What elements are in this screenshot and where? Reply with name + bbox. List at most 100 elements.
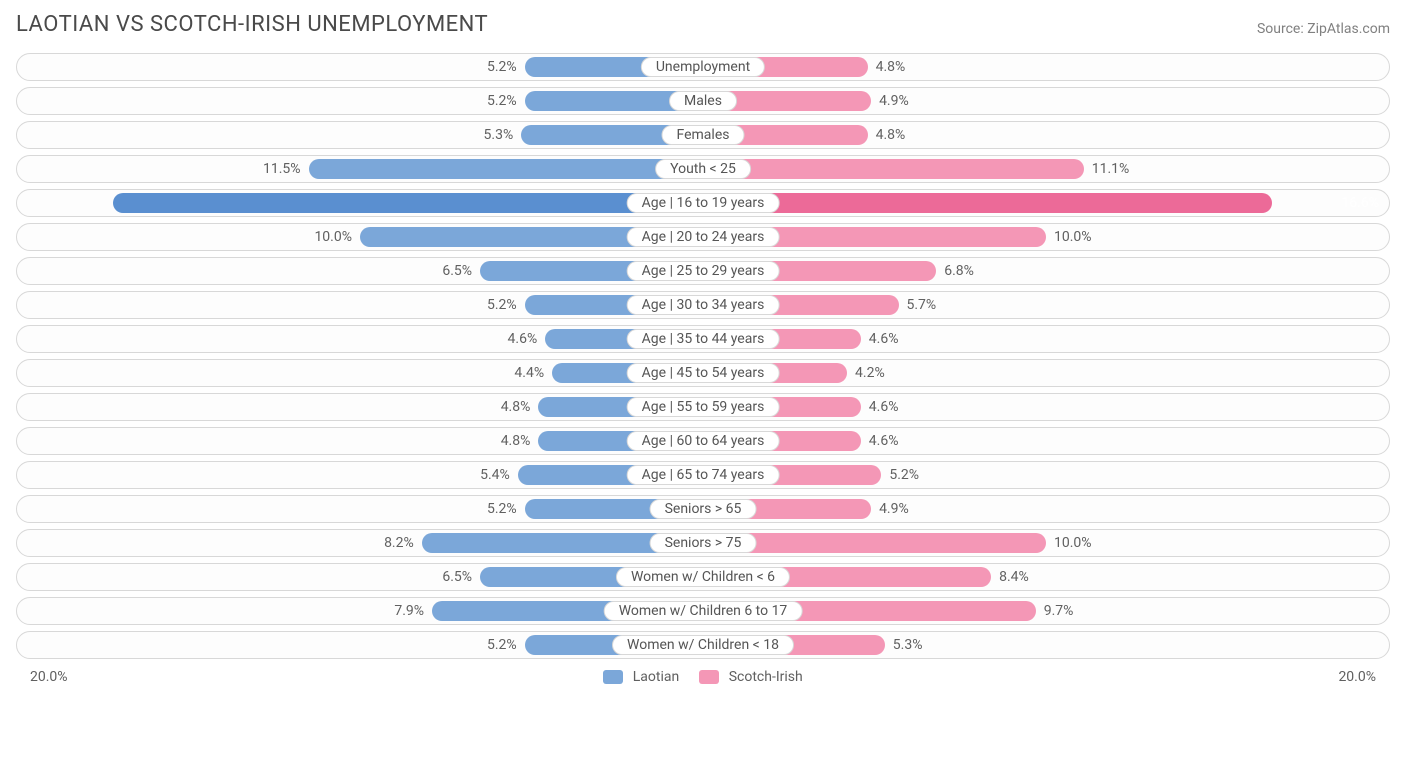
left-half: 5.2%	[17, 632, 703, 658]
legend-item-right: Scotch-Irish	[699, 669, 803, 685]
axis-max-right: 20.0%	[1338, 669, 1376, 685]
category-label: Age | 20 to 24 years	[627, 227, 780, 247]
right-half: 16.6%	[703, 190, 1389, 216]
left-half: 7.9%	[17, 598, 703, 624]
category-label: Age | 16 to 19 years	[627, 193, 780, 213]
diverging-bar-chart: 5.2%4.8%Unemployment5.2%4.9%Males5.3%4.8…	[16, 53, 1390, 659]
left-value: 5.2%	[487, 632, 517, 658]
right-half: 4.6%	[703, 394, 1389, 420]
category-label: Women w/ Children < 6	[616, 567, 790, 587]
right-value: 4.8%	[876, 54, 906, 80]
left-value: 8.2%	[384, 530, 414, 556]
left-value: 5.3%	[484, 122, 514, 148]
left-value: 5.2%	[487, 292, 517, 318]
right-value: 4.9%	[879, 88, 909, 114]
category-label: Age | 55 to 59 years	[627, 397, 780, 417]
left-half: 4.4%	[17, 360, 703, 386]
right-value: 6.8%	[944, 258, 974, 284]
right-value: 8.4%	[999, 564, 1029, 590]
right-value: 16.6%	[1341, 190, 1379, 216]
page-title: LAOTIAN VS SCOTCH-IRISH UNEMPLOYMENT	[16, 12, 488, 37]
chart-row: 4.4% 4.2%Age | 45 to 54 years	[16, 359, 1390, 387]
right-value: 4.6%	[869, 394, 899, 420]
left-value: 4.4%	[514, 360, 544, 386]
chart-row: 6.5% 8.4% Women w/ Children < 6	[16, 563, 1390, 591]
category-label: Females	[662, 125, 745, 145]
right-value: 4.6%	[869, 326, 899, 352]
left-half: 4.6%	[17, 326, 703, 352]
right-half: 10.0%	[703, 224, 1389, 250]
chart-row: 5.2% 4.9%Seniors > 65	[16, 495, 1390, 523]
category-label: Age | 60 to 64 years	[627, 431, 780, 451]
chart-row: 10.0% 10.0% Age | 20 to 24 years	[16, 223, 1390, 251]
right-half: 4.9%	[703, 496, 1389, 522]
chart-row: 5.4% 5.2% Age | 65 to 74 years	[16, 461, 1390, 489]
left-half: 10.0%	[17, 224, 703, 250]
right-bar	[703, 193, 1272, 213]
right-value: 5.7%	[907, 292, 937, 318]
right-half: 9.7%	[703, 598, 1389, 624]
right-half: 5.2%	[703, 462, 1389, 488]
category-label: Age | 45 to 54 years	[627, 363, 780, 383]
right-half: 4.6%	[703, 428, 1389, 454]
left-value: 10.0%	[314, 224, 352, 250]
category-label: Unemployment	[641, 57, 765, 77]
left-value: 5.2%	[487, 54, 517, 80]
right-value: 11.1%	[1092, 156, 1130, 182]
left-value: 5.4%	[480, 462, 510, 488]
left-half: 5.3%	[17, 122, 703, 148]
left-value: 5.2%	[487, 496, 517, 522]
right-value: 10.0%	[1054, 224, 1092, 250]
left-half: 4.8%	[17, 428, 703, 454]
right-half: 4.8%	[703, 122, 1389, 148]
chart-row: 17.2% 16.6% Age | 16 to 19 years	[16, 189, 1390, 217]
right-half: 8.4%	[703, 564, 1389, 590]
category-label: Seniors > 75	[650, 533, 757, 553]
chart-footer: 20.0% Laotian Scotch-Irish 20.0%	[16, 665, 1390, 685]
legend-label-left: Laotian	[633, 669, 679, 685]
left-half: 5.2%	[17, 292, 703, 318]
legend-label-right: Scotch-Irish	[729, 669, 803, 685]
right-value: 10.0%	[1054, 530, 1092, 556]
category-label: Age | 30 to 34 years	[627, 295, 780, 315]
right-half: 10.0%	[703, 530, 1389, 556]
left-half: 5.2%	[17, 496, 703, 522]
chart-row: 4.8%4.6%Age | 55 to 59 years	[16, 393, 1390, 421]
legend-item-left: Laotian	[603, 669, 679, 685]
category-label: Age | 35 to 44 years	[627, 329, 780, 349]
right-value: 5.3%	[893, 632, 923, 658]
left-half: 6.5%	[17, 564, 703, 590]
left-value: 11.5%	[263, 156, 301, 182]
left-half: 6.5%	[17, 258, 703, 284]
right-half: 5.7%	[703, 292, 1389, 318]
chart-row: 7.9%9.7%Women w/ Children 6 to 17	[16, 597, 1390, 625]
chart-row: 4.6% 4.6% Age | 35 to 44 years	[16, 325, 1390, 353]
right-value: 4.6%	[869, 428, 899, 454]
category-label: Youth < 25	[655, 159, 751, 179]
legend-swatch-left	[603, 670, 623, 684]
left-half: 17.2%	[17, 190, 703, 216]
category-label: Women w/ Children < 18	[612, 635, 794, 655]
category-label: Seniors > 65	[650, 499, 757, 519]
right-half: 4.2%	[703, 360, 1389, 386]
left-half: 5.2%	[17, 54, 703, 80]
left-half: 5.2%	[17, 88, 703, 114]
right-half: 11.1%	[703, 156, 1389, 182]
left-value: 4.6%	[508, 326, 538, 352]
chart-row: 5.2% 4.9% Males	[16, 87, 1390, 115]
right-value: 5.2%	[889, 462, 919, 488]
right-half: 4.9%	[703, 88, 1389, 114]
left-half: 11.5%	[17, 156, 703, 182]
chart-row: 4.8% 4.6% Age | 60 to 64 years	[16, 427, 1390, 455]
right-bar	[703, 159, 1084, 179]
chart-row: 11.5% 11.1% Youth < 25	[16, 155, 1390, 183]
chart-row: 5.2% 4.8% Unemployment	[16, 53, 1390, 81]
left-value: 4.8%	[501, 428, 531, 454]
header: LAOTIAN VS SCOTCH-IRISH UNEMPLOYMENT Sou…	[16, 12, 1390, 37]
left-bar	[309, 159, 703, 179]
chart-row: 5.3% 4.8%Females	[16, 121, 1390, 149]
category-label: Age | 65 to 74 years	[627, 465, 780, 485]
left-value: 6.5%	[442, 564, 472, 590]
right-value: 9.7%	[1044, 598, 1074, 624]
category-label: Males	[669, 91, 737, 111]
